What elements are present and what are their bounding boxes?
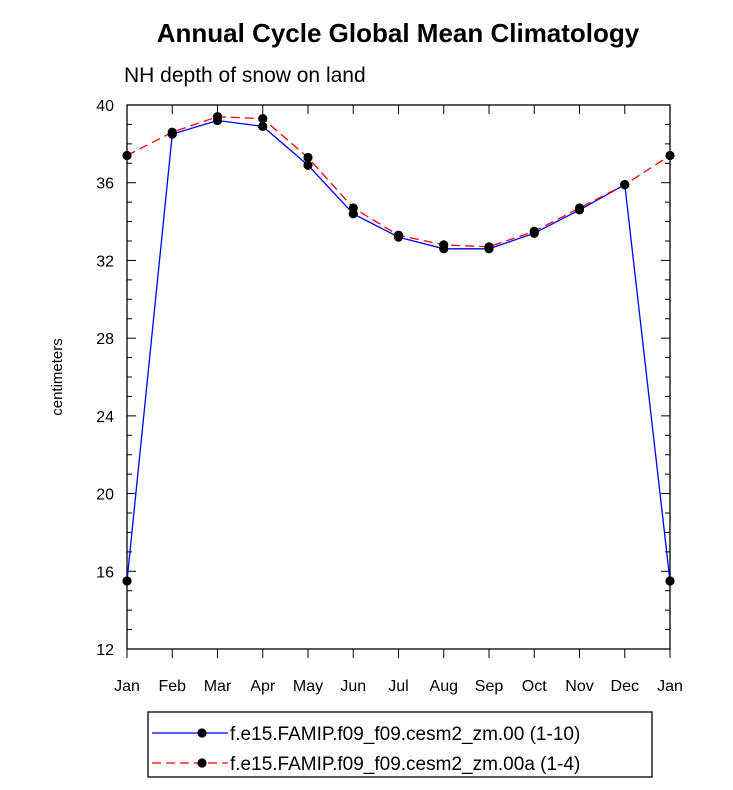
x-tick-label: Jul (388, 678, 408, 695)
series-2-point (439, 240, 449, 250)
series-1-point (122, 576, 132, 586)
x-tick-label: Oct (522, 678, 547, 695)
x-tick-label: Dec (611, 678, 639, 695)
y-tick-label: 20 (96, 487, 114, 504)
x-tick-label: Aug (430, 678, 458, 695)
series-layer (122, 112, 675, 586)
x-tick-label: May (293, 678, 323, 695)
y-axis-label: centimeters (49, 338, 66, 416)
y-tick-label: 24 (96, 409, 114, 426)
series-1-point (665, 576, 675, 586)
chart-title: Annual Cycle Global Mean Climatology (157, 18, 640, 48)
y-tick-label: 40 (96, 98, 114, 115)
x-tick-label: Jan (114, 678, 140, 695)
y-tick-label: 12 (96, 642, 114, 659)
series-1-point (303, 160, 313, 170)
series-2-point (212, 112, 223, 122)
y-tick-label: 32 (96, 253, 114, 270)
legend: f.e15.FAMIP.f09_f09.cesm2_zm.00 (1-10) f.… (152, 724, 580, 775)
x-tick-label: Jun (340, 678, 366, 695)
series-2-point (348, 203, 358, 213)
axis-ticks (126, 104, 671, 658)
tick-labels: 12 16 20 24 28 32 36 40 Jan Feb Mar Apr May Jun Jul Aug… (96, 98, 683, 695)
legend-label-2: f.e15.FAMIP.f09_f09.cesm2_zm.00a (1-4) (230, 754, 580, 775)
series-1-point (258, 121, 268, 131)
series-2-point (303, 152, 313, 163)
x-tick-label: Jan (657, 678, 683, 695)
legend-marker-1 (197, 728, 207, 738)
series-line-2 (126, 116, 671, 248)
series-line-1 (126, 119, 671, 582)
x-tick-label: Mar (204, 678, 232, 695)
series-2-point (665, 150, 675, 161)
legend-marker-2 (197, 758, 207, 768)
series-2-point (484, 242, 494, 252)
series-2-point (393, 230, 404, 240)
series-2-point (167, 127, 177, 137)
series-2-point (122, 150, 132, 161)
chart-subtitle: NH depth of snow on land (124, 64, 366, 87)
plot-area-frame (126, 104, 671, 650)
series-2-point (529, 226, 539, 236)
series-2-point (620, 180, 630, 190)
legend-box (147, 711, 653, 778)
x-tick-label: Apr (250, 678, 276, 695)
x-tick-label: Feb (158, 678, 186, 695)
x-tick-label: Nov (565, 678, 593, 695)
series-2-point (574, 203, 585, 213)
y-tick-label: 36 (96, 176, 114, 193)
series-2-point (258, 114, 268, 124)
y-tick-label: 28 (96, 331, 114, 348)
legend-label-1: f.e15.FAMIP.f09_f09.cesm2_zm.00 (1-10) (230, 724, 580, 745)
y-tick-label: 16 (96, 564, 114, 581)
x-tick-label: Sep (475, 678, 504, 695)
